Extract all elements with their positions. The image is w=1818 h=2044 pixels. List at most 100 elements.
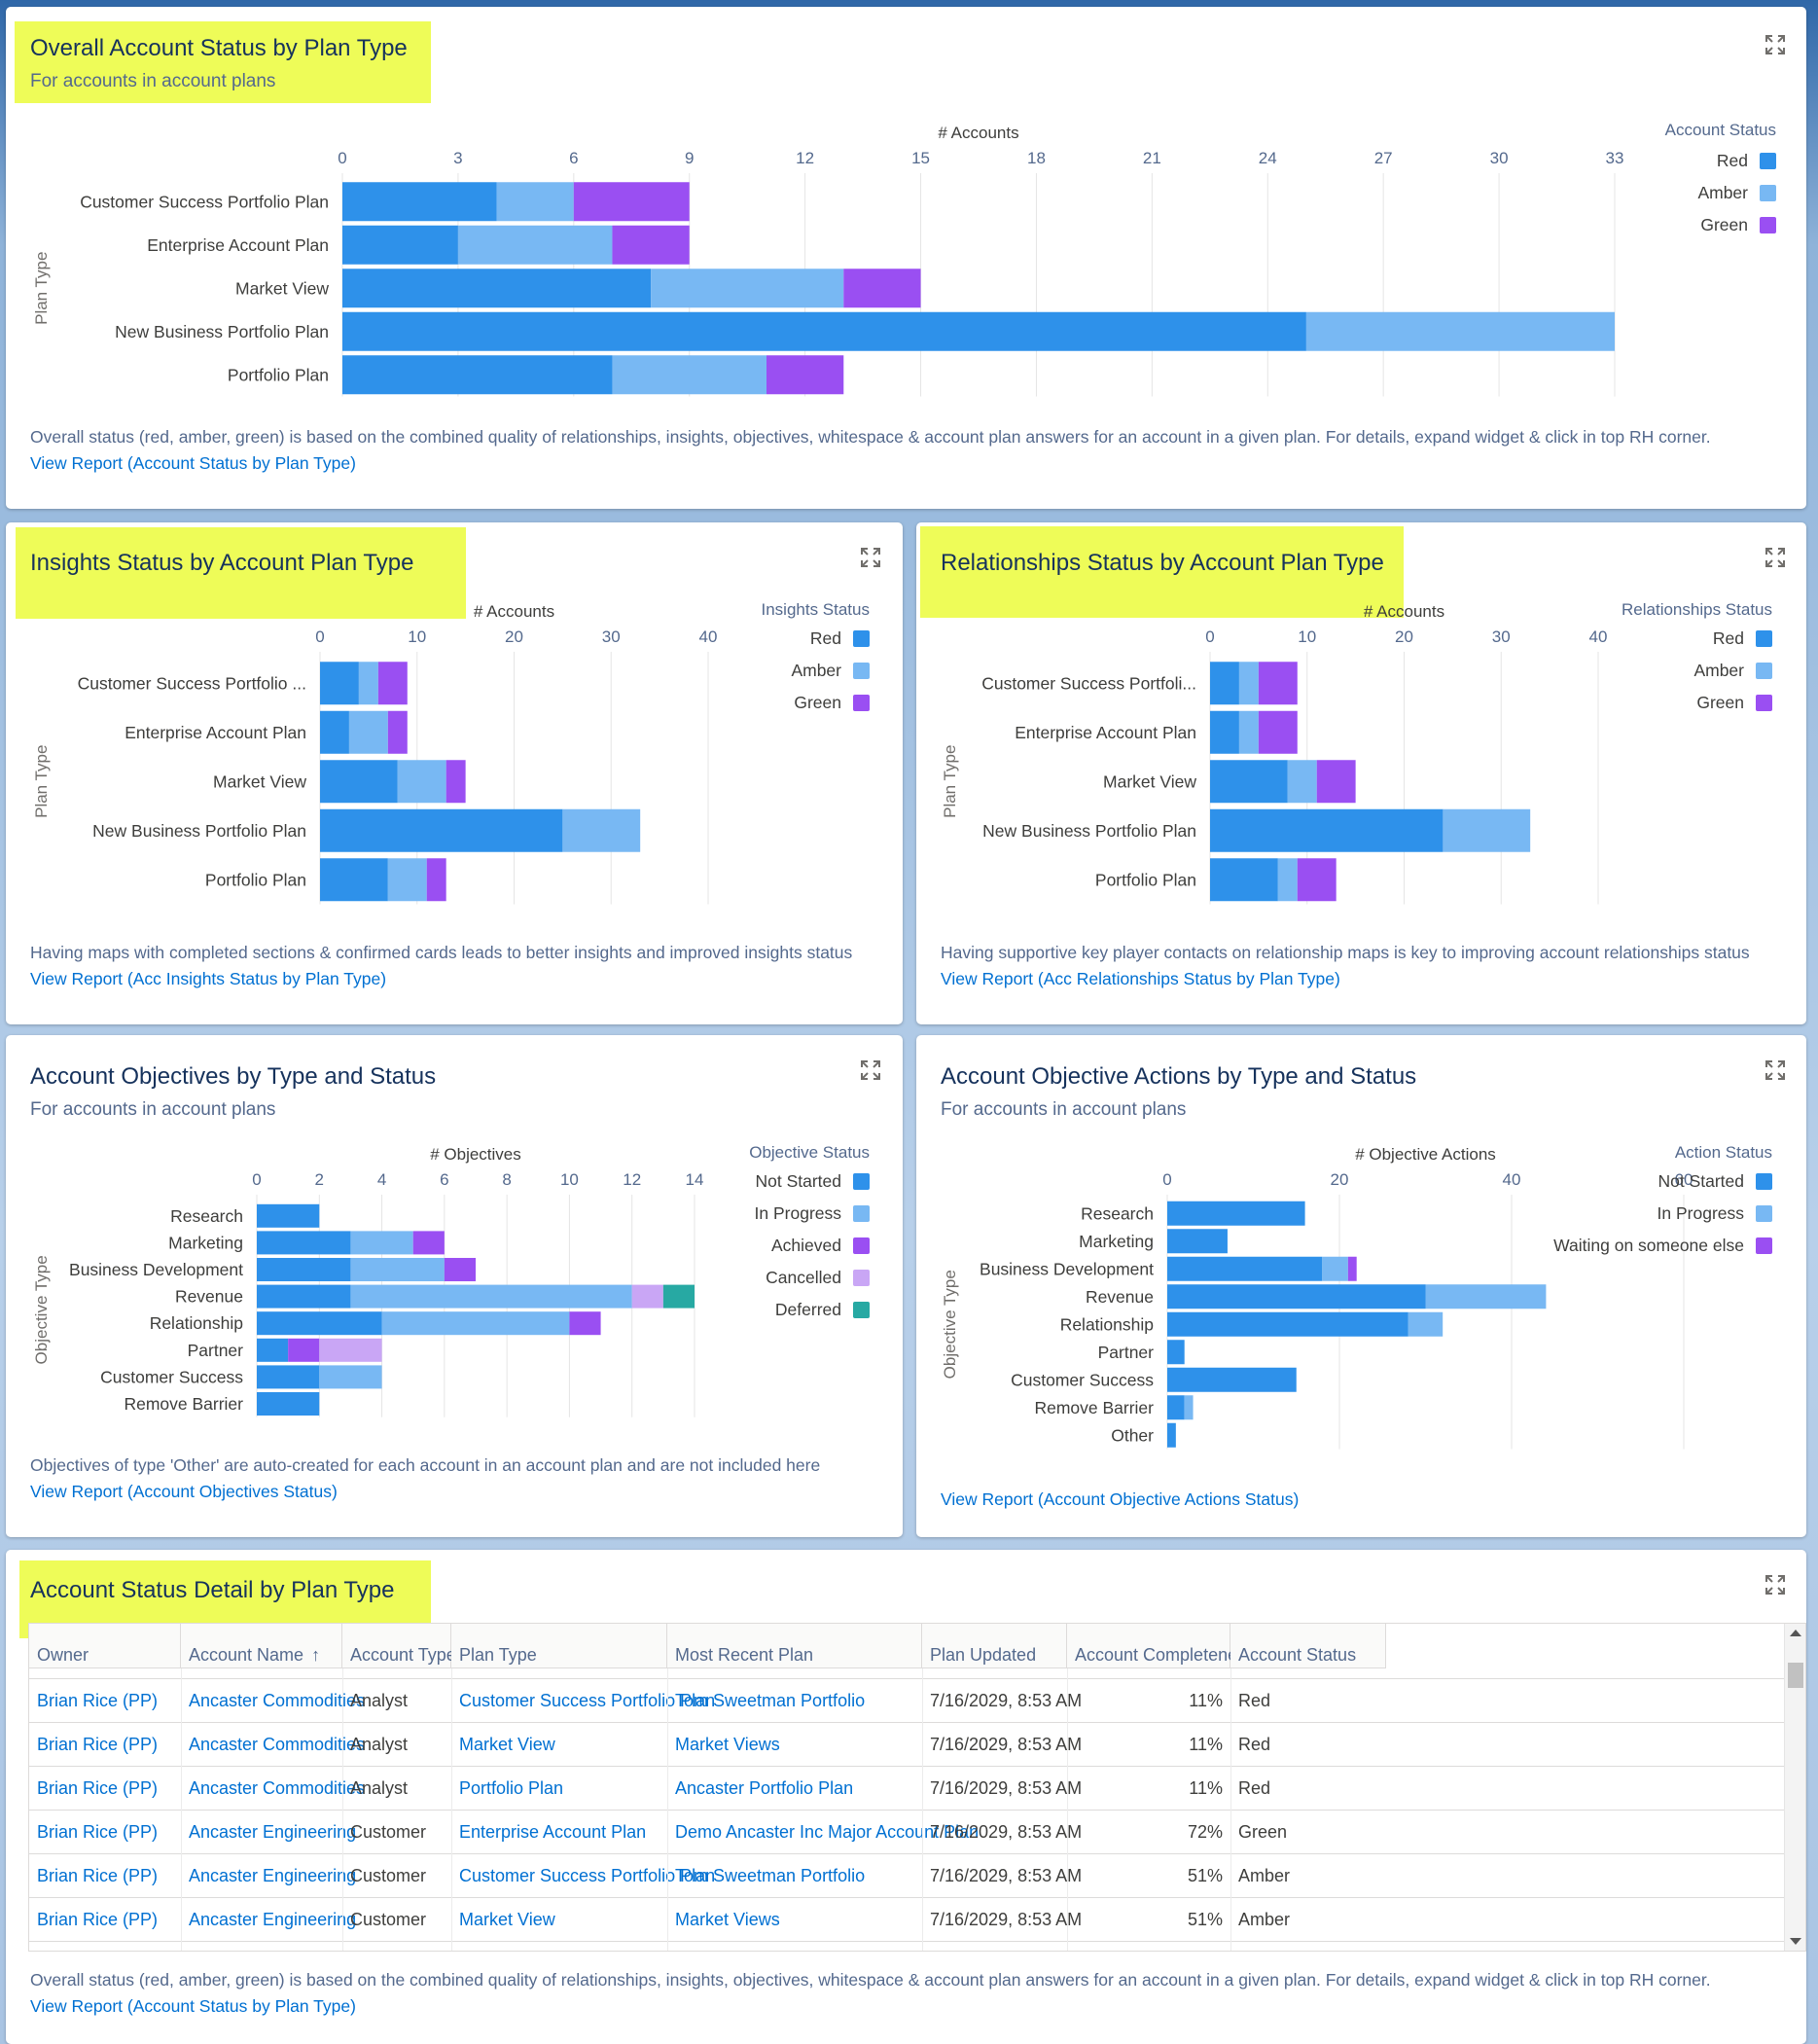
- expand-icon[interactable]: [860, 547, 881, 568]
- table-cell[interactable]: Market Views: [675, 1735, 780, 1754]
- column-header[interactable]: Account Status: [1230, 1624, 1386, 1668]
- table-cell[interactable]: Brian Rice (PP): [37, 1691, 159, 1710]
- table-cell[interactable]: Ancaster Commodities: [189, 1691, 366, 1710]
- legend-swatch: [853, 1173, 870, 1190]
- row-divider: [29, 1678, 1786, 1679]
- bar-segment: [1287, 760, 1317, 804]
- bar-segment: [342, 311, 1306, 351]
- card-overall-account-status: Overall Account Status by Plan Type For …: [6, 7, 1806, 509]
- expand-icon[interactable]: [1765, 1059, 1786, 1081]
- table-cell[interactable]: Ancaster Commodities: [189, 1778, 366, 1798]
- column-header[interactable]: Most Recent Plan: [667, 1624, 922, 1668]
- legend-swatch: [1756, 663, 1772, 679]
- table-cell[interactable]: Market View: [459, 1910, 555, 1929]
- table-cell[interactable]: Enterprise Account Plan: [459, 1822, 647, 1842]
- column-header[interactable]: Plan Type: [451, 1624, 667, 1668]
- bar-segment: [1184, 1395, 1194, 1420]
- expand-icon[interactable]: [1765, 34, 1786, 55]
- table-cell[interactable]: Customer Success Portfolio Plan: [459, 1866, 716, 1885]
- table-cell: 7/16/2029, 8:53 AM: [930, 1866, 1083, 1885]
- bar-segment: [320, 662, 359, 705]
- table-cell[interactable]: Tom Sweetman Portfolio: [675, 1691, 866, 1710]
- card-insights-status: Insights Status by Account Plan Type # A…: [6, 522, 903, 1024]
- legend-swatch: [1760, 217, 1776, 233]
- view-report-link[interactable]: View Report (Account Objectives Status): [30, 1482, 338, 1501]
- category-label: Relationship: [1060, 1314, 1154, 1334]
- bar-segment: [1167, 1201, 1305, 1226]
- x-tick-label: 14: [686, 1170, 704, 1189]
- category-label: Enterprise Account Plan: [147, 235, 329, 255]
- bar-segment: [1238, 662, 1259, 705]
- view-report-link[interactable]: View Report (Acc Insights Status by Plan…: [30, 969, 387, 988]
- x-tick-label: 40: [1503, 1170, 1521, 1189]
- card-title: Overall Account Status by Plan Type: [30, 35, 408, 61]
- legend-title: Account Status: [1665, 121, 1776, 139]
- table-cell[interactable]: Brian Rice (PP): [37, 1910, 159, 1929]
- table-cell: Customer: [350, 1866, 427, 1885]
- scroll-down-icon[interactable]: [1790, 1938, 1801, 1945]
- bar-segment: [843, 269, 921, 308]
- legend-swatch: [1756, 1237, 1772, 1254]
- column-header[interactable]: Account Type: [342, 1624, 456, 1668]
- table-scrollbar[interactable]: [1784, 1624, 1805, 1951]
- table-cell[interactable]: Ancaster Commodities: [189, 1735, 366, 1754]
- table-cell[interactable]: Tom Sweetman Portfolio: [675, 1866, 866, 1885]
- table-cell[interactable]: Brian Rice (PP): [37, 1822, 159, 1842]
- view-report-link[interactable]: View Report (Acc Relationships Status by…: [941, 969, 1340, 988]
- expand-icon[interactable]: [1765, 547, 1786, 568]
- category-label: Enterprise Account Plan: [1015, 723, 1196, 742]
- title-highlight: [15, 21, 431, 103]
- table-cell: 11%: [1189, 1735, 1223, 1754]
- table-cell: Red: [1238, 1735, 1271, 1754]
- table-cell[interactable]: Market Views: [675, 1910, 780, 1929]
- category-label: Research: [170, 1206, 243, 1226]
- bar-segment: [342, 355, 613, 395]
- table-cell[interactable]: Ancaster Engineering: [189, 1822, 357, 1842]
- category-label: Revenue: [1086, 1287, 1154, 1307]
- bar-segment: [426, 858, 446, 902]
- title-highlight: [920, 526, 1404, 618]
- bar-segment: [446, 760, 466, 804]
- table-cell[interactable]: Ancaster Portfolio Plan: [675, 1778, 854, 1798]
- column-divider: [922, 1624, 923, 1951]
- table-cell[interactable]: Brian Rice (PP): [37, 1778, 159, 1798]
- bar-segment: [1258, 710, 1298, 754]
- view-report-link[interactable]: View Report (Account Status by Plan Type…: [30, 453, 356, 473]
- column-header[interactable]: Account Completeness: [1067, 1624, 1255, 1668]
- expand-icon[interactable]: [860, 1059, 881, 1081]
- category-label: Customer Success: [100, 1367, 243, 1386]
- table-cell[interactable]: Customer Success Portfolio Plan: [459, 1691, 716, 1710]
- legend-label: Red: [1713, 628, 1744, 648]
- view-report-link[interactable]: View Report (Account Objective Actions S…: [941, 1489, 1300, 1509]
- sort-asc-icon[interactable]: ↑: [311, 1645, 321, 1665]
- x-tick-label: 0: [315, 628, 324, 646]
- bar-segment: [1167, 1229, 1228, 1254]
- column-header[interactable]: Account Name ↑: [181, 1624, 342, 1668]
- table-cell[interactable]: Brian Rice (PP): [37, 1866, 159, 1885]
- table-cell[interactable]: Portfolio Plan: [459, 1778, 564, 1798]
- view-report-link[interactable]: View Report (Account Status by Plan Type…: [30, 1996, 356, 2016]
- column-header[interactable]: Owner: [29, 1624, 181, 1668]
- category-label: New Business Portfolio Plan: [115, 322, 329, 341]
- scroll-up-icon[interactable]: [1790, 1630, 1801, 1636]
- row-divider: [29, 1722, 1786, 1723]
- table-cell[interactable]: Market View: [459, 1735, 555, 1754]
- row-divider: [29, 1766, 1786, 1767]
- scroll-thumb[interactable]: [1788, 1663, 1803, 1688]
- table-cell[interactable]: Ancaster Engineering: [189, 1866, 357, 1885]
- expand-icon[interactable]: [1765, 1574, 1786, 1596]
- bar-segment: [1238, 710, 1259, 754]
- bar-segment: [381, 1311, 570, 1336]
- table-cell[interactable]: Demo Ancaster Inc Major Account Plan: [675, 1822, 980, 1842]
- table-cell[interactable]: Brian Rice (PP): [37, 1735, 159, 1754]
- row-divider: [29, 1941, 1786, 1942]
- y-axis-title: Plan Type: [941, 745, 959, 818]
- x-tick-label: 0: [252, 1170, 261, 1189]
- column-header[interactable]: Plan Updated: [922, 1624, 1067, 1668]
- x-tick-label: 20: [1395, 628, 1413, 646]
- x-tick-label: 0: [338, 149, 346, 167]
- legend-swatch: [1756, 1173, 1772, 1190]
- table-cell[interactable]: Ancaster Engineering: [189, 1910, 357, 1929]
- bar-segment: [1167, 1256, 1323, 1281]
- legend-label: Green: [1700, 215, 1748, 234]
